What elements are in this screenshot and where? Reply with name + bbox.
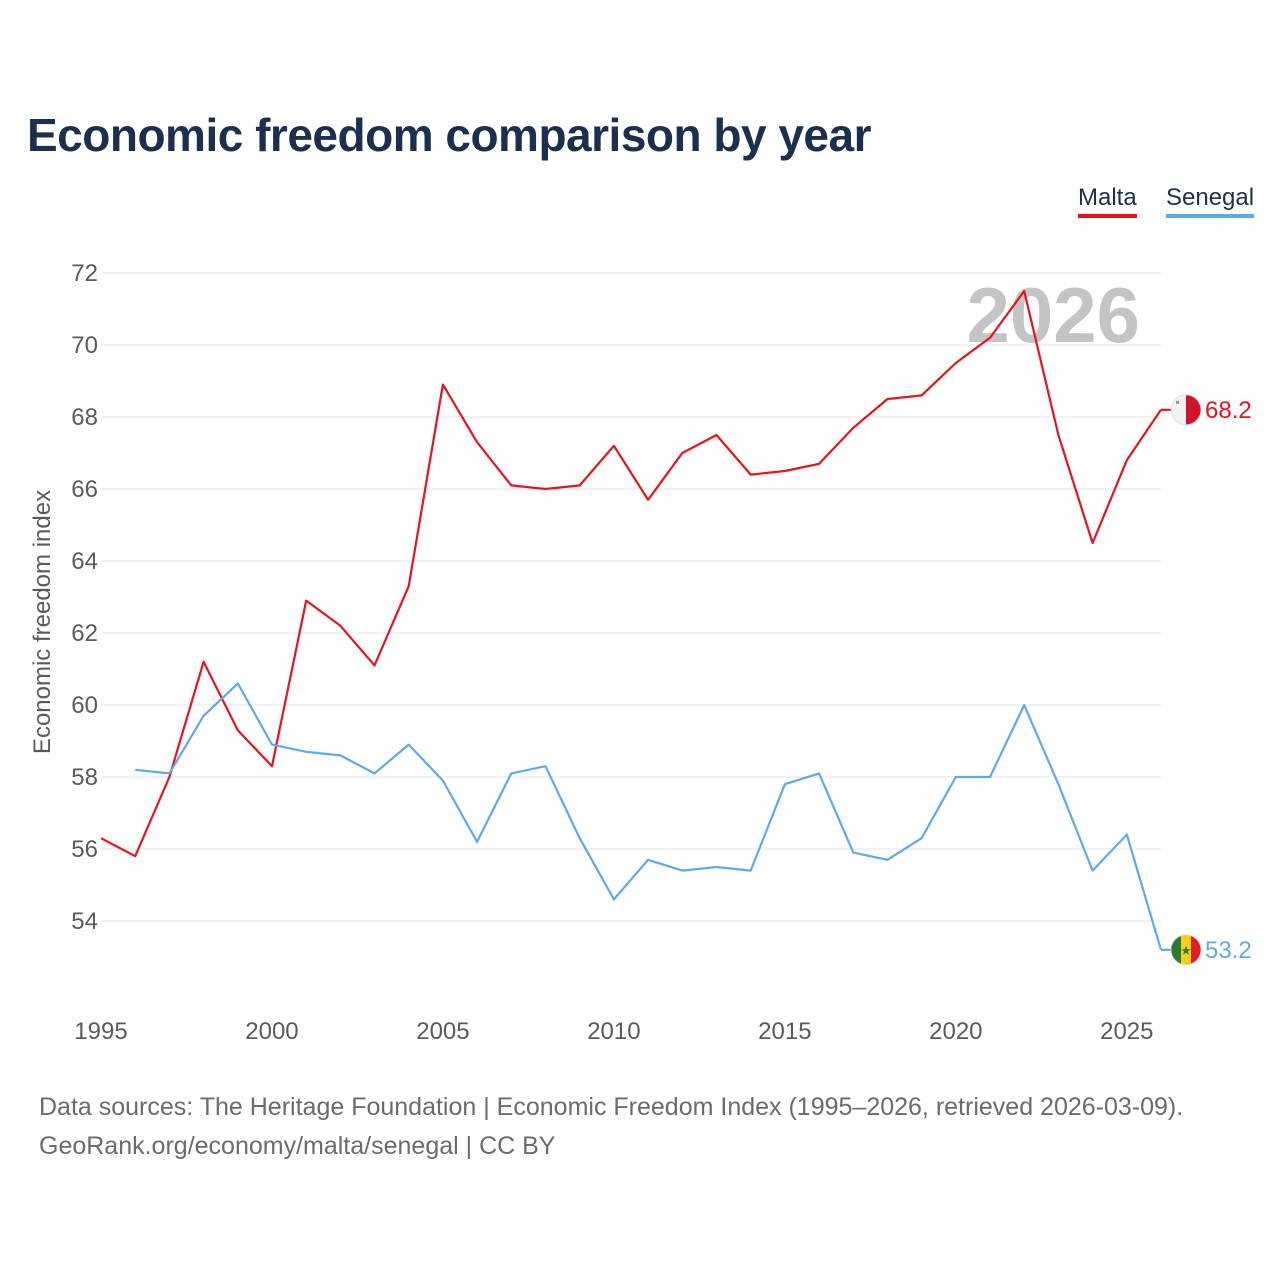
y-tick-label: 62 <box>71 620 98 647</box>
end-value-label-malta: 68.2 <box>1205 397 1252 424</box>
data-point-malta[interactable] <box>98 835 104 841</box>
y-tick-label: 68 <box>71 404 98 431</box>
data-point-malta[interactable] <box>508 482 514 488</box>
grid-lines <box>101 272 1161 922</box>
y-tick-label: 70 <box>71 332 98 359</box>
data-point-malta[interactable] <box>543 486 549 492</box>
y-tick-label: 54 <box>71 908 98 935</box>
data-point-malta[interactable] <box>884 396 890 402</box>
series-line-senegal[interactable] <box>135 682 1163 951</box>
data-point-senegal[interactable] <box>508 770 514 776</box>
data-point-malta[interactable] <box>235 727 241 733</box>
data-point-senegal[interactable] <box>1055 781 1061 787</box>
data-point-malta[interactable] <box>679 450 685 456</box>
malta-flag-icon <box>1170 394 1202 426</box>
series-end-markers: 68.2 53.2 <box>1161 394 1252 966</box>
x-tick-label: 2000 <box>245 1018 298 1045</box>
x-tick-label: 1995 <box>74 1018 127 1045</box>
data-point-senegal[interactable] <box>884 857 890 863</box>
year-watermark: 2026 <box>966 271 1140 359</box>
data-point-senegal[interactable] <box>303 749 309 755</box>
x-tick-label: 2010 <box>587 1018 640 1045</box>
chart-title: Economic freedom comparison by year <box>27 109 872 161</box>
y-axis-label: Economic freedom index <box>29 490 56 754</box>
data-point-malta[interactable] <box>1055 432 1061 438</box>
data-point-senegal[interactable] <box>713 864 719 870</box>
data-point-malta[interactable] <box>953 360 959 366</box>
data-point-malta[interactable] <box>1124 457 1130 463</box>
data-point-malta[interactable] <box>611 443 617 449</box>
data-point-malta[interactable] <box>337 623 343 629</box>
y-tick-label: 56 <box>71 836 98 863</box>
source-note: Data sources: The Heritage Foundation | … <box>39 1088 1183 1166</box>
data-point-senegal[interactable] <box>850 850 856 856</box>
data-point-malta[interactable] <box>782 468 788 474</box>
data-point-malta[interactable] <box>748 472 754 478</box>
data-point-senegal[interactable] <box>748 868 754 874</box>
data-point-senegal[interactable] <box>1090 868 1096 874</box>
data-point-malta[interactable] <box>201 659 207 665</box>
data-point-senegal[interactable] <box>577 835 583 841</box>
data-point-senegal[interactable] <box>406 742 412 748</box>
data-point-malta[interactable] <box>577 482 583 488</box>
x-tick-label: 2015 <box>758 1018 811 1045</box>
data-point-senegal[interactable] <box>166 770 172 776</box>
data-point-malta[interactable] <box>816 461 822 467</box>
data-point-malta[interactable] <box>1021 288 1027 294</box>
y-tick-label: 60 <box>71 692 98 719</box>
senegal-flag-icon <box>1170 934 1202 966</box>
x-tick-label: 2020 <box>929 1018 982 1045</box>
x-tick-label: 2025 <box>1100 1018 1153 1045</box>
data-point-malta[interactable] <box>406 583 412 589</box>
data-point-senegal[interactable] <box>816 770 822 776</box>
data-point-malta[interactable] <box>713 432 719 438</box>
data-point-senegal[interactable] <box>919 835 925 841</box>
data-point-senegal[interactable] <box>235 680 241 686</box>
data-point-senegal[interactable] <box>1021 702 1027 708</box>
source-link-line[interactable]: GeoRank.org/economy/malta/senegal | CC B… <box>39 1132 556 1160</box>
y-axis-ticks: 54 56 58 60 62 64 66 68 70 72 <box>71 260 98 935</box>
data-point-malta[interactable] <box>850 425 856 431</box>
data-point-senegal[interactable] <box>679 868 685 874</box>
data-point-malta[interactable] <box>919 392 925 398</box>
data-point-senegal[interactable] <box>543 763 549 769</box>
data-point-senegal[interactable] <box>372 770 378 776</box>
data-point-senegal[interactable] <box>337 752 343 758</box>
data-point-malta[interactable] <box>474 439 480 445</box>
data-point-malta[interactable] <box>987 335 993 341</box>
data-point-malta[interactable] <box>440 382 446 388</box>
data-point-senegal[interactable] <box>440 778 446 784</box>
data-point-malta[interactable] <box>132 853 138 859</box>
x-axis-ticks: 1995 2000 2005 2010 2015 2020 2025 <box>74 1018 1153 1045</box>
data-point-senegal[interactable] <box>987 774 993 780</box>
end-value-label-senegal: 53.2 <box>1205 937 1252 964</box>
data-point-senegal[interactable] <box>782 781 788 787</box>
series-line-malta[interactable] <box>100 289 1162 858</box>
data-point-malta[interactable] <box>1090 540 1096 546</box>
legend-item-senegal[interactable]: Senegal <box>1166 184 1255 218</box>
source-line: Data sources: The Heritage Foundation | … <box>39 1093 1184 1121</box>
data-point-senegal[interactable] <box>1124 832 1130 838</box>
y-tick-label: 64 <box>71 548 98 575</box>
data-point-senegal[interactable] <box>269 742 275 748</box>
data-point-senegal[interactable] <box>611 896 617 902</box>
data-point-senegal[interactable] <box>132 767 138 773</box>
y-tick-label: 66 <box>71 476 98 503</box>
data-point-senegal[interactable] <box>645 857 651 863</box>
series-lines <box>98 288 1163 951</box>
legend-item-malta[interactable]: Malta <box>1078 184 1137 218</box>
data-point-senegal[interactable] <box>201 713 207 719</box>
data-point-malta[interactable] <box>303 598 309 604</box>
data-point-senegal[interactable] <box>474 839 480 845</box>
data-point-malta[interactable] <box>269 763 275 769</box>
data-point-malta[interactable] <box>372 662 378 668</box>
x-tick-label: 2005 <box>416 1018 469 1045</box>
y-tick-label: 58 <box>71 764 98 791</box>
y-tick-label: 72 <box>71 260 98 287</box>
data-point-senegal[interactable] <box>953 774 959 780</box>
data-point-malta[interactable] <box>645 497 651 503</box>
